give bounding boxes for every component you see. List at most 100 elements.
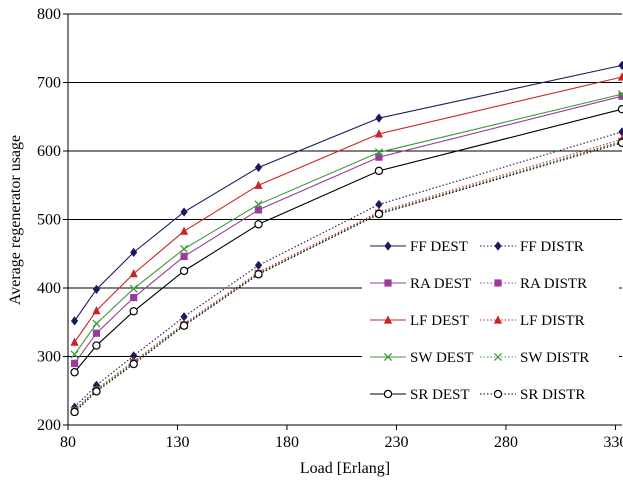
legend-label: SR DISTR — [520, 387, 585, 403]
legend-item-sr-distr: SR DISTR — [480, 387, 585, 403]
series-lf-dest — [70, 72, 623, 346]
legend-marker — [384, 279, 392, 287]
data-point — [130, 293, 138, 302]
y-tick-label: 600 — [37, 143, 61, 160]
y-tick-label: 500 — [37, 212, 61, 229]
marker-stroke — [374, 148, 384, 157]
legend-item-sw-distr: SW DISTR — [480, 350, 589, 366]
legend-label: LF DISTR — [520, 313, 585, 329]
legend-item-sw-dest: SW DEST — [370, 350, 473, 366]
series-sw-dest — [70, 90, 623, 359]
data-point — [254, 200, 263, 209]
marker-stroke — [92, 319, 101, 328]
marker-stroke — [493, 352, 503, 362]
marker-stroke — [383, 352, 393, 362]
legend-marker — [494, 279, 502, 287]
legend-marker — [383, 352, 393, 362]
data-point — [374, 166, 384, 176]
x-tick-label: 330 — [603, 434, 623, 451]
legend-marker — [493, 315, 503, 324]
x-tick-label: 280 — [494, 434, 518, 451]
data-point — [129, 269, 138, 278]
data-point — [617, 105, 623, 114]
data-point — [92, 319, 101, 328]
data-point — [617, 90, 623, 99]
legend-label: FF DISTR — [520, 239, 584, 255]
y-axis-label: Average regenerator usage — [7, 135, 24, 305]
x-tick-label: 80 — [60, 434, 76, 451]
data-point — [254, 260, 263, 270]
legend-label: SW DEST — [410, 350, 473, 366]
data-point — [180, 207, 188, 217]
data-point — [129, 284, 138, 293]
data-point — [70, 407, 79, 417]
legend-label: LF DEST — [410, 313, 469, 329]
x-tick-label: 130 — [165, 434, 189, 451]
legend-item-lf-dest: LF DEST — [370, 313, 469, 329]
data-point — [375, 113, 383, 123]
legend-item-lf-distr: LF DISTR — [480, 313, 585, 329]
axes: 200 300 400 500 600 700 800 80 130 180 230 280 330 — [37, 6, 623, 451]
legend-marker — [384, 241, 392, 251]
data-point — [374, 209, 384, 219]
data-point — [254, 270, 263, 279]
legend-item-ra-distr: RA DISTR — [480, 276, 587, 292]
marker-stroke — [129, 284, 138, 293]
series-ff-dest — [70, 60, 623, 326]
data-point — [179, 266, 189, 276]
data-point — [70, 368, 79, 377]
data-point — [375, 153, 383, 161]
marker-stroke — [179, 244, 189, 254]
data-point — [617, 72, 623, 81]
data-point — [180, 312, 188, 322]
legend-item-sr-dest: SR DEST — [370, 387, 470, 403]
data-point — [618, 60, 623, 70]
legend-label: SW DISTR — [520, 350, 589, 366]
data-point — [70, 359, 79, 367]
data-point — [129, 307, 138, 316]
y-tick-label: 400 — [37, 280, 61, 297]
legend-item-ff-dest: FF DEST — [370, 239, 468, 255]
data-point — [254, 162, 263, 173]
data-point — [130, 351, 138, 361]
x-tick-label: 230 — [384, 434, 408, 451]
legend-label: RA DISTR — [520, 276, 587, 292]
legend-marker — [383, 315, 393, 324]
legend-item-ra-dest: RA DEST — [370, 276, 471, 292]
data-point — [618, 127, 623, 137]
data-point — [92, 329, 101, 337]
data-point — [179, 226, 189, 235]
legend-item-ff-distr: FF DISTR — [480, 239, 584, 255]
y-tick-label: 300 — [37, 349, 61, 366]
data-point — [130, 247, 138, 257]
series-sr-distr — [70, 138, 623, 417]
legend-label: FF DEST — [410, 239, 468, 255]
data-point — [92, 306, 101, 315]
data-point — [92, 284, 101, 294]
data-point — [70, 350, 79, 359]
data-point — [179, 321, 189, 330]
legend: FF DEST FF DISTR RA DEST RA DISTR LF DEST LF … — [370, 239, 589, 403]
data-point — [254, 220, 263, 229]
data-point — [374, 129, 384, 138]
data-point — [179, 244, 189, 254]
data-point — [70, 337, 79, 346]
legend-background — [362, 232, 619, 414]
data-point — [617, 138, 623, 147]
data-point — [374, 148, 384, 157]
data-point — [254, 180, 263, 189]
legend-label: RA DEST — [410, 276, 471, 292]
data-point — [129, 359, 138, 369]
data-point — [70, 316, 79, 326]
y-tick-label: 700 — [37, 75, 61, 92]
data-series — [70, 60, 623, 417]
data-point — [180, 252, 188, 261]
data-point — [254, 206, 263, 214]
series-sr-dest — [70, 105, 623, 377]
y-tick-label: 200 — [37, 417, 61, 434]
x-tick-label: 180 — [275, 434, 299, 451]
data-point — [92, 341, 101, 350]
legend-marker — [383, 389, 393, 399]
marker-stroke — [617, 92, 623, 99]
